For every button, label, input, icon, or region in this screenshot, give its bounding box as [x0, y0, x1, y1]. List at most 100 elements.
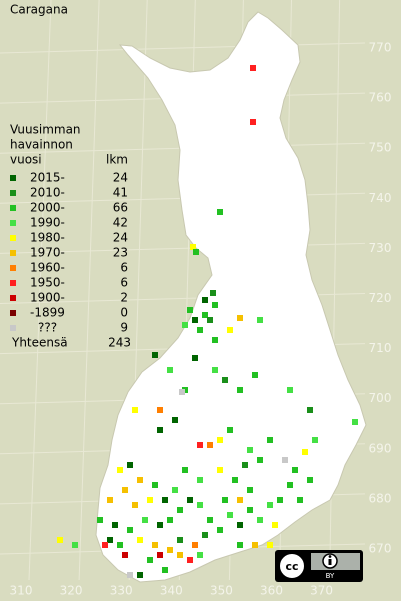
observation: [97, 517, 103, 523]
observation: [307, 407, 313, 413]
observation: [193, 249, 199, 255]
observation: [237, 522, 243, 528]
legend-swatch: [10, 295, 16, 301]
cc-text: cc: [285, 560, 298, 573]
legend-label: 2010-: [30, 186, 65, 200]
grid-line: [78, 0, 100, 581]
observation: [237, 542, 243, 548]
observation: [302, 449, 308, 455]
observation: [222, 497, 228, 503]
legend-swatch: [10, 280, 16, 286]
observation: [222, 377, 228, 383]
legend-header: vuosi: [10, 153, 42, 167]
observation: [167, 547, 173, 553]
observation: [237, 387, 243, 393]
observation: [142, 517, 148, 523]
observation: [182, 467, 188, 473]
legend-count: 2: [120, 291, 128, 305]
y-grid-label: 680: [369, 491, 392, 505]
observation: [197, 327, 203, 333]
legend-header: Vuusimman: [10, 123, 81, 137]
observation: [210, 290, 216, 296]
by-head: [328, 555, 332, 558]
legend-header: havainnon: [10, 138, 73, 152]
legend-label: 1990-: [30, 216, 65, 230]
legend-count: 66: [113, 201, 128, 215]
observation: [212, 302, 218, 308]
legend-label: 1970-: [30, 246, 65, 260]
legend-label: ???: [38, 321, 57, 335]
observation: [292, 467, 298, 473]
observation: [102, 542, 108, 548]
y-grid-label: 690: [369, 441, 392, 455]
observation: [247, 447, 253, 453]
y-grid-label: 770: [369, 41, 392, 55]
legend-swatch: [10, 190, 16, 196]
observation: [250, 65, 256, 71]
observation: [267, 542, 273, 548]
observation: [152, 542, 158, 548]
observation: [112, 522, 118, 528]
observation: [127, 527, 133, 533]
observation: [287, 387, 293, 393]
y-grid-label: 710: [369, 341, 392, 355]
observation: [272, 522, 278, 528]
observation: [202, 297, 208, 303]
by-figure: [328, 559, 332, 565]
observation: [137, 537, 143, 543]
observation: [217, 437, 223, 443]
x-grid-label: 310: [10, 584, 33, 598]
observation: [132, 407, 138, 413]
legend-label: -1899: [30, 306, 65, 320]
observation: [287, 482, 293, 488]
legend-swatch: [10, 310, 16, 316]
observation: [182, 322, 188, 328]
observation: [227, 512, 233, 518]
observation: [177, 552, 183, 558]
observation: [250, 119, 256, 125]
observation: [177, 537, 183, 543]
legend-swatch: [10, 205, 16, 211]
legend-label: 1980-: [30, 231, 65, 245]
observation: [187, 497, 193, 503]
legend-count: 42: [113, 216, 128, 230]
x-grid-label: 330: [110, 584, 133, 598]
observation: [277, 497, 283, 503]
observation: [152, 482, 158, 488]
observation: [312, 437, 318, 443]
license-badge: cc BY: [275, 550, 363, 582]
observation: [197, 442, 203, 448]
legend-swatch: [10, 235, 16, 241]
finland-outline: [95, 11, 367, 583]
legend-swatch: [10, 265, 16, 271]
observation: [57, 537, 63, 543]
observation: [137, 572, 143, 578]
observation: [252, 542, 258, 548]
observation: [247, 487, 253, 493]
observation: [122, 552, 128, 558]
legend-label: 1950-: [30, 276, 65, 290]
observation: [232, 477, 238, 483]
legend-count: 24: [113, 231, 128, 245]
legend-count: 9: [120, 321, 128, 335]
observation: [352, 419, 358, 425]
observation: [152, 352, 158, 358]
y-grid-label: 750: [369, 141, 392, 155]
legend-swatch: [10, 250, 16, 256]
y-grid-label: 760: [369, 91, 392, 105]
observation: [127, 572, 133, 578]
legend-total-label: Yhteensä: [11, 336, 68, 350]
observation: [117, 467, 123, 473]
legend-count: 24: [113, 171, 128, 185]
legend-count: 6: [120, 261, 128, 275]
observation: [267, 502, 273, 508]
observation: [237, 497, 243, 503]
observation: [137, 477, 143, 483]
observation: [242, 462, 248, 468]
observation: [202, 312, 208, 318]
observation: [217, 209, 223, 215]
observation: [212, 337, 218, 343]
observation: [247, 507, 253, 513]
observation: [157, 522, 163, 528]
legend-swatch: [10, 325, 16, 331]
